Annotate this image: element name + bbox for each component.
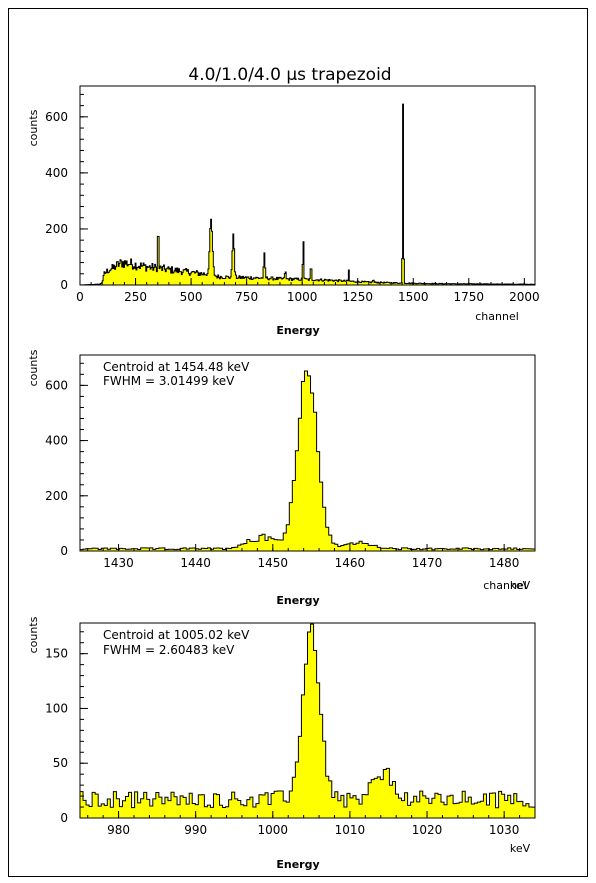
- x-tick-label: 1010: [335, 823, 366, 837]
- x-tick-label: 1460: [335, 556, 366, 570]
- centroid-annotation: Centroid at 1005.02 keV: [103, 628, 250, 642]
- x-tick-label: 1000: [258, 823, 289, 837]
- y-tick-label: 400: [45, 166, 68, 180]
- x-tick-label: 500: [180, 290, 203, 304]
- plot-frame: [79, 622, 536, 819]
- x-tick-label: 1030: [489, 823, 520, 837]
- plot-frame: [79, 354, 536, 552]
- x-axis-unit-label: channel: [475, 310, 519, 323]
- y-tick-label: 600: [45, 110, 68, 124]
- x-tick-label: 1450: [258, 556, 289, 570]
- x-axis-unit-label: keV: [510, 842, 531, 855]
- x-tick-label: 250: [124, 290, 147, 304]
- x-tick-label: 0: [76, 290, 84, 304]
- histogram-fill: [80, 624, 535, 818]
- y-tick-label: 0: [60, 278, 68, 292]
- fwhm-annotation: FWHM = 2.60483 keV: [103, 643, 235, 657]
- y-tick-label: 150: [45, 647, 68, 661]
- histogram-fill: [80, 104, 535, 286]
- y-tick-label: 0: [60, 544, 68, 558]
- x-tick-label: 1750: [454, 290, 485, 304]
- y-tick-label: 100: [45, 701, 68, 715]
- x-tick-label: 1500: [398, 290, 429, 304]
- y-tick-label: 200: [45, 222, 68, 236]
- y-tick-label: 600: [45, 378, 68, 392]
- histogram-fill: [80, 370, 535, 551]
- y-axis-label: counts: [27, 349, 40, 386]
- fwhm-annotation: FWHM = 3.01499 keV: [103, 374, 235, 388]
- y-tick-label: 0: [60, 811, 68, 825]
- plot-frame: [79, 85, 536, 286]
- x-tick-label: 1430: [103, 556, 134, 570]
- x-tick-label: 980: [107, 823, 130, 837]
- x-tick-label: 1480: [489, 556, 520, 570]
- x-tick-label: 1000: [287, 290, 318, 304]
- x-tick-label: 990: [184, 823, 207, 837]
- x-tick-label: 1020: [412, 823, 443, 837]
- x-tick-label: 2000: [509, 290, 540, 304]
- y-axis-label: counts: [27, 109, 40, 146]
- centroid-annotation: Centroid at 1454.48 keV: [103, 360, 250, 374]
- full-spectrum-panel: 4.0/1.0/4.0 μs trapezoid counts channel Ene…: [27, 65, 540, 337]
- x-axis-label: Energy: [276, 858, 319, 871]
- x-axis-label: Energy: [276, 324, 319, 337]
- x-axis-overlap-label: channel: [483, 579, 527, 592]
- x-axis-label: Energy: [276, 594, 319, 607]
- histogram-series: [80, 370, 535, 551]
- x-axis-unit-label: keV: [510, 579, 531, 592]
- x-tick-label: 750: [235, 290, 258, 304]
- y-tick-label: 200: [45, 489, 68, 503]
- chart-title: 4.0/1.0/4.0 μs trapezoid: [188, 65, 391, 85]
- x-tick-label: 1250: [342, 290, 373, 304]
- x-tick-label: 1440: [180, 556, 211, 570]
- y-tick-label: 400: [45, 434, 68, 448]
- y-tick-label: 50: [53, 756, 68, 770]
- histogram-series: [80, 623, 535, 809]
- x-tick-label: 1470: [412, 556, 443, 570]
- y-axis-label: counts: [27, 616, 40, 653]
